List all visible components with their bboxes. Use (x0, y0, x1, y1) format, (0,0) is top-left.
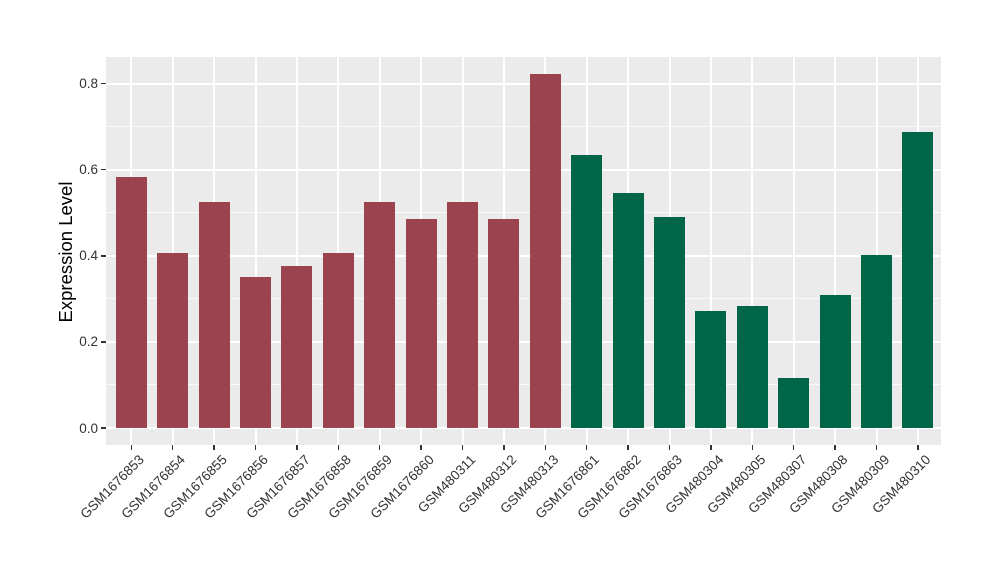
bar-GSM480309 (861, 255, 892, 428)
gridline-major (106, 254, 941, 257)
y-tick-mark (101, 168, 106, 171)
bar-GSM480307 (778, 378, 810, 428)
bar-GSM480308 (819, 295, 851, 428)
y-tick-label: 0.6 (79, 162, 98, 178)
plot-panel (106, 57, 941, 445)
x-tick-mark (544, 445, 547, 450)
y-tick-label: 0.4 (79, 248, 98, 264)
x-tick-mark (130, 445, 133, 450)
bar-GSM1676858 (322, 253, 354, 428)
x-tick-mark (337, 445, 340, 450)
gridline-vertical (709, 57, 712, 445)
gridline-vertical (834, 57, 837, 445)
gridline-major (106, 427, 941, 429)
y-tick-label: 0.2 (79, 334, 98, 350)
x-tick-mark (585, 445, 588, 450)
x-tick-mark (875, 445, 878, 450)
x-tick-mark (461, 445, 464, 450)
x-tick-mark (668, 445, 671, 450)
gridline-major (106, 82, 941, 85)
bar-GSM480304 (695, 311, 727, 428)
bar-GSM1676859 (364, 202, 396, 428)
gridline-major (106, 168, 941, 171)
x-tick-mark (420, 445, 422, 450)
bar-GSM1676860 (405, 219, 437, 428)
y-tick-mark (101, 82, 106, 85)
bar-GSM480312 (488, 219, 520, 428)
bar-GSM480310 (902, 132, 934, 428)
gridline-vertical (751, 57, 754, 445)
gridline-minor (106, 298, 941, 300)
bar-GSM480313 (529, 74, 561, 428)
x-tick-mark (917, 445, 919, 450)
bar-GSM480305 (736, 306, 768, 428)
gridline-vertical (254, 57, 257, 445)
y-tick-mark (101, 341, 106, 343)
gridline-major (106, 340, 941, 343)
y-tick-label: 0.8 (79, 76, 98, 92)
x-tick-mark (834, 445, 836, 450)
x-tick-mark (171, 445, 174, 450)
bar-GSM1676853 (115, 177, 147, 428)
x-tick-mark (503, 445, 505, 450)
x-tick-mark (254, 445, 257, 450)
x-tick-mark (378, 445, 381, 450)
x-tick-mark (792, 445, 795, 450)
gridline-minor (106, 212, 941, 214)
x-tick-mark (751, 445, 754, 450)
gridline-vertical (171, 57, 174, 445)
y-tick-mark (101, 255, 106, 257)
gridline-vertical (295, 57, 298, 445)
gridline-minor (106, 126, 941, 128)
x-tick-mark (627, 445, 629, 450)
y-tick-label: 0.0 (79, 420, 98, 436)
gridline-vertical (792, 57, 795, 445)
x-tick-mark (296, 445, 298, 450)
gridline-minor (106, 384, 941, 386)
y-tick-mark (101, 427, 106, 429)
gridline-vertical (875, 57, 878, 445)
bar-GSM480311 (447, 202, 478, 428)
gridline-vertical (337, 57, 340, 445)
bar-GSM1676861 (571, 155, 603, 428)
bar-GSM1676854 (157, 253, 189, 428)
bar-GSM1676863 (654, 217, 685, 428)
bar-GSM1676862 (612, 193, 644, 428)
x-tick-mark (710, 445, 712, 450)
bar-GSM1676856 (240, 277, 271, 428)
bar-GSM1676855 (198, 202, 230, 428)
bar-GSM1676857 (281, 266, 313, 428)
x-tick-mark (213, 445, 215, 450)
